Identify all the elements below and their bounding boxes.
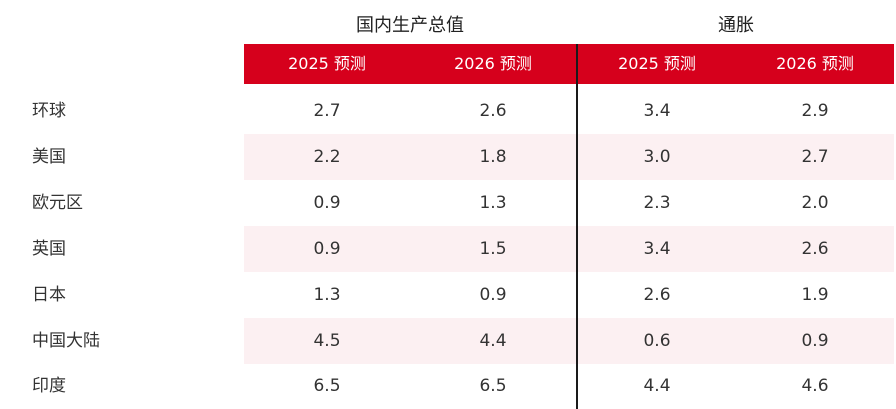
gdp-2026-cell: 1.3: [479, 193, 507, 213]
inflation-2026-cell: 2.6: [801, 239, 829, 259]
inflation-2025-cell: 3.4: [643, 101, 671, 121]
table-row: 印度 6.5 6.5 4.4 4.6: [0, 363, 896, 409]
gdp-group-header: 国内生产总值: [356, 15, 464, 36]
inflation-2025-cell: 2.3: [643, 193, 671, 213]
gdp-2026-cell: 1.5: [479, 239, 507, 259]
table-row: 美国 2.2 1.8 3.0 2.7: [0, 134, 896, 180]
row-shading: [244, 318, 894, 364]
inflation-2026-cell: 1.9: [801, 285, 829, 305]
gdp-2026-cell: 4.4: [479, 331, 507, 351]
section-divider: [576, 44, 578, 409]
inflation-group-header: 通胀: [718, 15, 754, 36]
row-label: 环球: [32, 101, 66, 121]
gdp-2026-cell: 1.8: [479, 147, 507, 167]
gdp-2026-cell: 2.6: [479, 101, 507, 121]
table-row: 中国大陆 4.5 4.4 0.6 0.9: [0, 318, 896, 364]
table-row: 日本 1.3 0.9 2.6 1.9: [0, 272, 896, 318]
row-label: 美国: [32, 147, 66, 167]
inflation-2026-cell: 2.9: [801, 101, 829, 121]
gdp-2025-cell: 4.5: [313, 331, 341, 351]
column-header-gdp-2026: 2026 预测: [410, 44, 576, 84]
inflation-2026-cell: 0.9: [801, 331, 829, 351]
column-header-gdp-2025: 2025 预测: [244, 44, 410, 84]
column-header-inflation-2025: 2025 预测: [578, 44, 736, 84]
gdp-2025-cell: 0.9: [313, 193, 341, 213]
inflation-2026-cell: 4.6: [801, 376, 829, 396]
inflation-2025-cell: 0.6: [643, 331, 671, 351]
inflation-2025-cell: 4.4: [643, 376, 671, 396]
inflation-2025-cell: 2.6: [643, 285, 671, 305]
row-label: 中国大陆: [32, 331, 100, 351]
inflation-2026-cell: 2.7: [801, 147, 829, 167]
gdp-2026-cell: 0.9: [479, 285, 507, 305]
row-shading: [244, 134, 894, 180]
gdp-2026-cell: 6.5: [479, 376, 507, 396]
inflation-2025-cell: 3.0: [643, 147, 671, 167]
row-label: 欧元区: [32, 193, 83, 213]
gdp-2025-cell: 2.2: [313, 147, 341, 167]
gdp-2025-cell: 0.9: [313, 239, 341, 259]
inflation-2026-cell: 2.0: [801, 193, 829, 213]
row-label: 印度: [32, 376, 66, 396]
gdp-2025-cell: 6.5: [313, 376, 341, 396]
table-row: 英国 0.9 1.5 3.4 2.6: [0, 226, 896, 272]
row-label: 英国: [32, 239, 66, 259]
column-header-inflation-2026: 2026 预测: [736, 44, 894, 84]
gdp-2025-cell: 1.3: [313, 285, 341, 305]
gdp-2025-cell: 2.7: [313, 101, 341, 121]
row-label: 日本: [32, 285, 66, 305]
inflation-2025-cell: 3.4: [643, 239, 671, 259]
table-row: 欧元区 0.9 1.3 2.3 2.0: [0, 180, 896, 226]
table-row: 环球 2.7 2.6 3.4 2.9: [0, 88, 896, 134]
row-shading: [244, 226, 894, 272]
